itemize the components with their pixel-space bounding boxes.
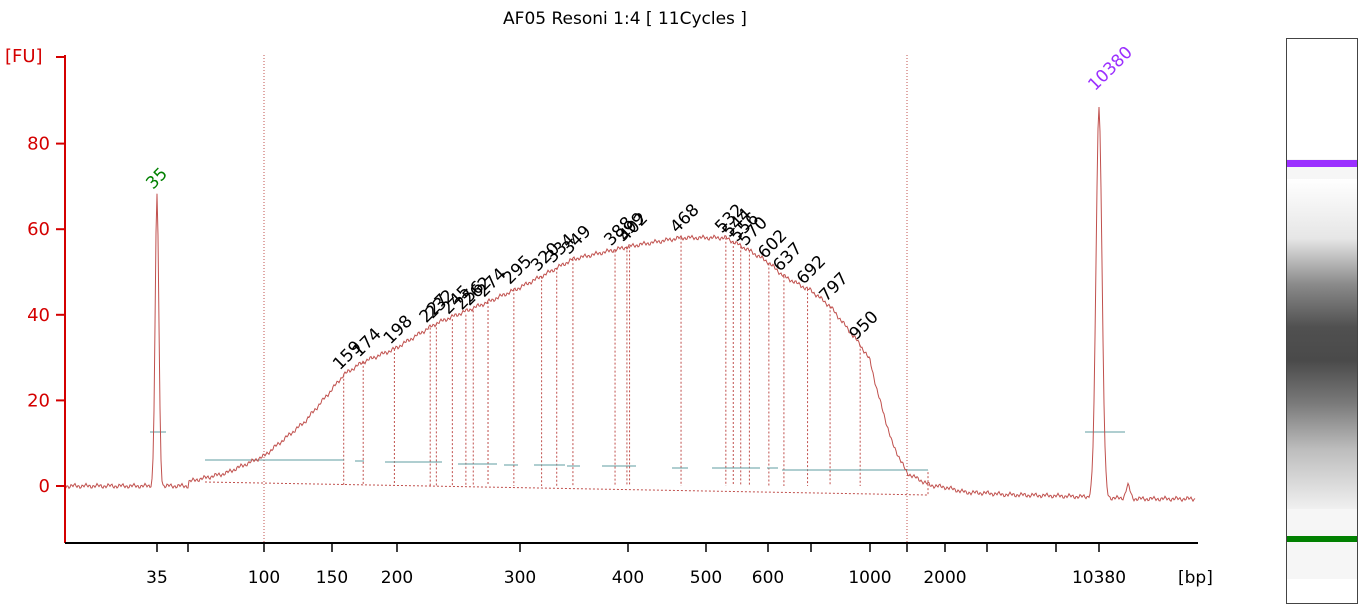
peak-boundaries: [204, 55, 929, 543]
x-tick-label-7: 600: [752, 568, 784, 588]
baseline-segments: [150, 431, 1125, 471]
fluorescence-trace: [64, 106, 1196, 503]
upper-marker-label: 10380: [1084, 43, 1136, 95]
y-tick-label-3: 60: [27, 219, 50, 240]
y-axis-label: [FU]: [5, 46, 43, 67]
lower-marker-band: [1287, 536, 1357, 542]
x-axis-label: [bp]: [1178, 568, 1213, 588]
peak-label-16: 468: [666, 200, 703, 237]
x-tick-label-9: 2000: [923, 568, 966, 588]
x-tick-label-6: 500: [690, 568, 722, 588]
upper-marker-band: [1287, 160, 1357, 167]
lower-marker-label: 35: [142, 164, 171, 193]
gel-image: [1287, 159, 1357, 579]
y-tick-label-1: 20: [27, 390, 50, 411]
chart-title: AF05 Resoni 1:4 [ 11Cycles ]: [503, 9, 747, 29]
electropherogram: AF05 Resoni 1:4 [ 11Cycles ] [FU] [bp] 1…: [5, 9, 1213, 588]
x-tick-label-3: 200: [381, 568, 413, 588]
region-lower-border: [204, 470, 929, 496]
gel-smear: [1287, 179, 1357, 509]
peak-label-2: 198: [380, 311, 417, 348]
x-tick-label-1: 100: [248, 568, 280, 588]
x-ticks: 35 100 150 200 300 400 500 600 1000 2000 10380: [146, 543, 1126, 588]
y-tick-label-4: 80: [27, 134, 50, 155]
y-ticks: 0 20 40 60 80: [27, 134, 65, 497]
x-tick-label-8: 1000: [848, 568, 891, 588]
peak-label-25: 950: [846, 307, 883, 344]
y-tick-label-2: 40: [27, 305, 50, 326]
x-tick-label-2: 150: [316, 568, 348, 588]
x-tick-label-4: 300: [504, 568, 536, 588]
axes: [56, 55, 1198, 544]
x-tick-label-10: 10380: [1072, 568, 1126, 588]
y-tick-label-0: 0: [39, 476, 50, 497]
gel-lane: [1286, 38, 1358, 604]
x-tick-label-0: 35: [146, 568, 168, 588]
x-tick-label-5: 400: [612, 568, 644, 588]
